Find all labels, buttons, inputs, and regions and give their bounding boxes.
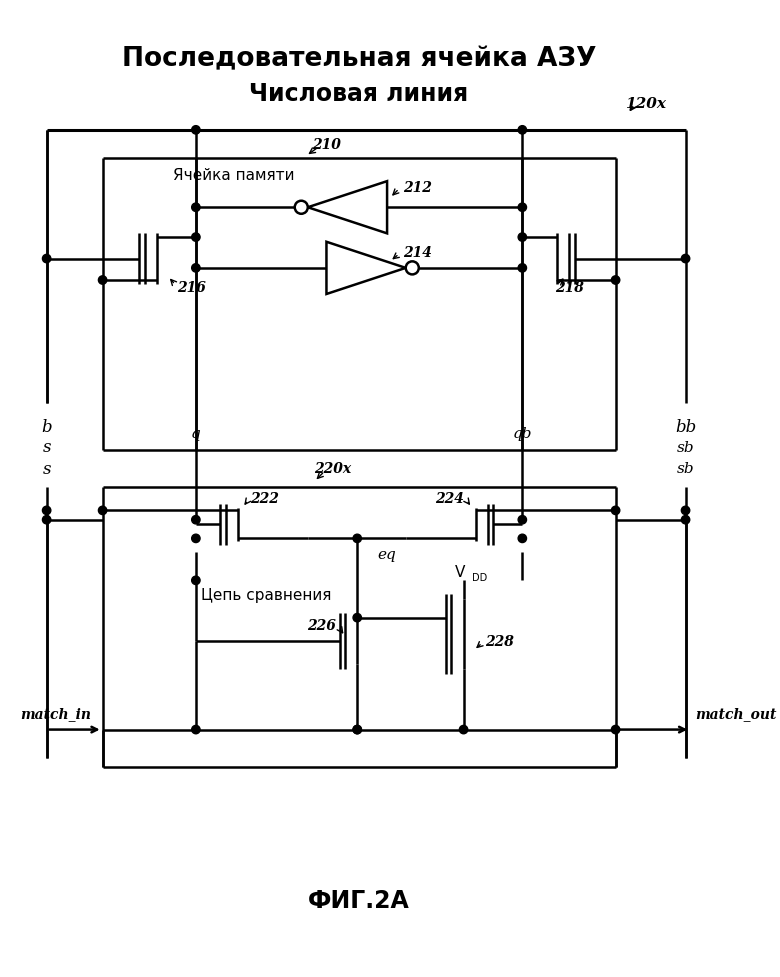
Circle shape [192, 534, 200, 543]
Circle shape [518, 234, 527, 242]
Text: 214: 214 [403, 246, 432, 260]
Text: Ячейка памяти: Ячейка памяти [172, 168, 294, 183]
Text: 224: 224 [434, 491, 463, 506]
Text: V: V [455, 564, 465, 579]
Circle shape [518, 516, 527, 525]
Circle shape [192, 204, 200, 212]
Text: 212: 212 [403, 181, 432, 194]
Text: 228: 228 [485, 634, 514, 649]
Text: 222: 222 [250, 491, 278, 506]
Text: s: s [42, 439, 51, 456]
Circle shape [192, 234, 200, 242]
Text: eq: eq [378, 548, 396, 562]
Text: sb: sb [677, 441, 694, 454]
Text: Числовая линия: Числовая линия [250, 81, 469, 106]
Circle shape [42, 516, 51, 525]
Circle shape [518, 204, 527, 212]
Circle shape [682, 516, 690, 525]
Circle shape [42, 255, 51, 264]
Circle shape [192, 516, 200, 525]
Circle shape [192, 576, 200, 585]
Text: b: b [41, 418, 52, 436]
Text: 120x: 120x [625, 97, 666, 110]
Text: match_in: match_in [20, 706, 91, 720]
Text: qb: qb [512, 427, 532, 441]
Circle shape [682, 507, 690, 515]
Text: 210: 210 [312, 138, 341, 151]
Circle shape [518, 265, 527, 273]
Text: s: s [42, 460, 51, 478]
Circle shape [612, 507, 620, 515]
Circle shape [518, 126, 527, 135]
Circle shape [353, 614, 361, 622]
Circle shape [612, 276, 620, 285]
Text: DD: DD [472, 572, 488, 582]
Text: sb: sb [677, 462, 694, 476]
Circle shape [42, 507, 51, 515]
Text: Цепь сравнения: Цепь сравнения [200, 587, 331, 602]
Circle shape [98, 276, 107, 285]
Circle shape [459, 726, 468, 734]
Text: q: q [191, 427, 200, 441]
Circle shape [612, 726, 620, 734]
Text: 220x: 220x [314, 462, 352, 476]
Circle shape [192, 126, 200, 135]
Text: match_out: match_out [695, 706, 776, 720]
Circle shape [353, 726, 361, 734]
Circle shape [518, 534, 527, 543]
Circle shape [192, 265, 200, 273]
Circle shape [682, 255, 690, 264]
Circle shape [98, 507, 107, 515]
Text: 226: 226 [307, 618, 335, 632]
Text: Последовательная ячейка АЗУ: Последовательная ячейка АЗУ [122, 46, 597, 72]
Text: ФИГ.2А: ФИГ.2А [308, 888, 410, 913]
Circle shape [353, 534, 361, 543]
Text: 216: 216 [177, 280, 206, 294]
Circle shape [192, 726, 200, 734]
Circle shape [353, 726, 361, 734]
Text: 218: 218 [555, 280, 584, 294]
Text: bb: bb [675, 418, 697, 436]
